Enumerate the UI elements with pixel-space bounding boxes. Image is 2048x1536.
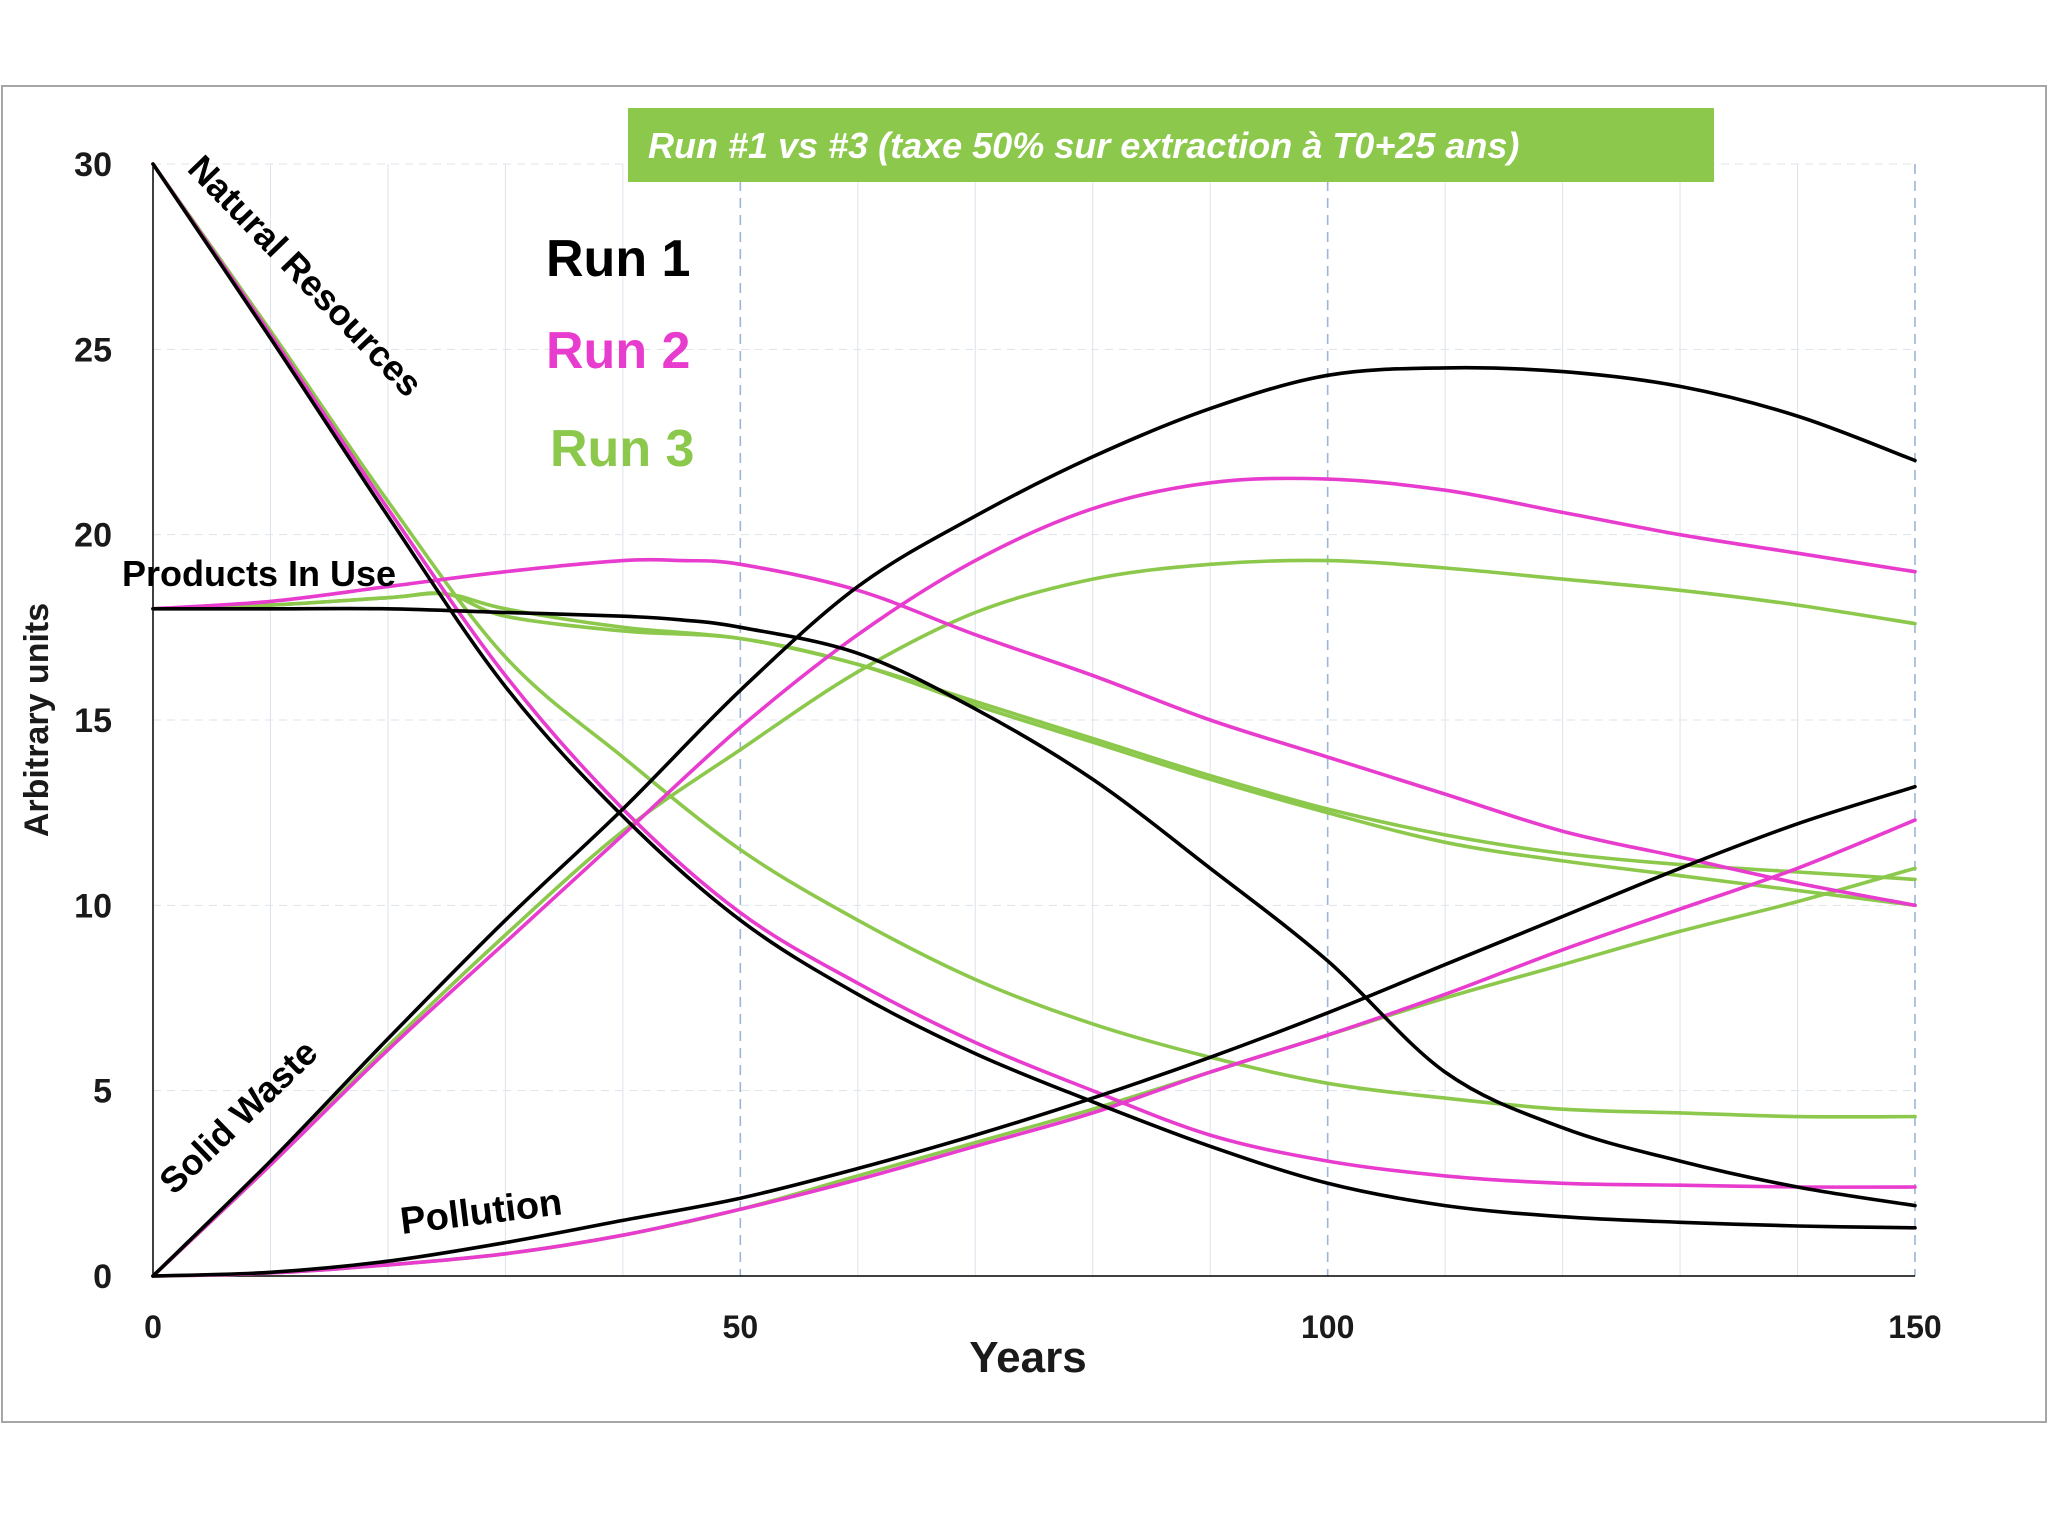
y-tick-label: 0	[93, 1258, 112, 1296]
y-tick-label: 10	[74, 887, 112, 925]
x-tick-label: 0	[144, 1309, 162, 1345]
y-tick-label: 30	[74, 146, 112, 184]
series-line-natural-resources-run-3	[151, 162, 1917, 1119]
x-tick-label: 100	[1301, 1309, 1354, 1345]
tick-labels: 0 50 100 150 0 5 10 15 20 25 30	[74, 146, 1942, 1345]
chart-title: Run #1 vs #3 (taxe 50% sur extraction à …	[648, 125, 1519, 166]
x-tick-label: 150	[1888, 1309, 1941, 1345]
title-box	[628, 108, 1714, 182]
series-line-solid-waste-run-3	[151, 558, 1917, 1278]
y-axis-label: Arbitrary units	[18, 603, 56, 837]
series-line-products-in-use-run-3b	[151, 591, 1917, 882]
x-tick-label: 50	[723, 1309, 759, 1345]
series-line-pollution-run-2	[151, 818, 1917, 1278]
series	[151, 162, 1917, 1278]
legend-run-1: Run 1	[546, 230, 690, 288]
series-line-solid-waste-run-1	[151, 365, 1917, 1278]
y-tick-label: 20	[74, 517, 112, 555]
y-tick-label: 15	[74, 702, 112, 740]
y-tick-label: 5	[93, 1073, 112, 1111]
legend-run-2: Run 2	[546, 322, 690, 380]
grid	[153, 163, 1916, 1276]
chart-frame	[1, 85, 2047, 1423]
legend: Run 1 Run 2 Run 3	[546, 230, 694, 478]
series-line-products-in-use-run-2	[151, 557, 1917, 908]
series-line-natural-resources-run-1	[151, 162, 1917, 1230]
legend-run-3: Run 3	[550, 420, 694, 478]
series-line-natural-resources-run-2	[151, 162, 1917, 1189]
annotation-products-in-use: Products In Use	[122, 553, 396, 594]
x-axis-label: Years	[969, 1333, 1086, 1382]
series-line-products-in-use-run-1	[151, 606, 1917, 1208]
y-tick-label: 25	[74, 331, 112, 369]
series-line-pollution-run-1	[151, 784, 1917, 1278]
series-line-solid-waste-run-2	[151, 476, 1917, 1278]
